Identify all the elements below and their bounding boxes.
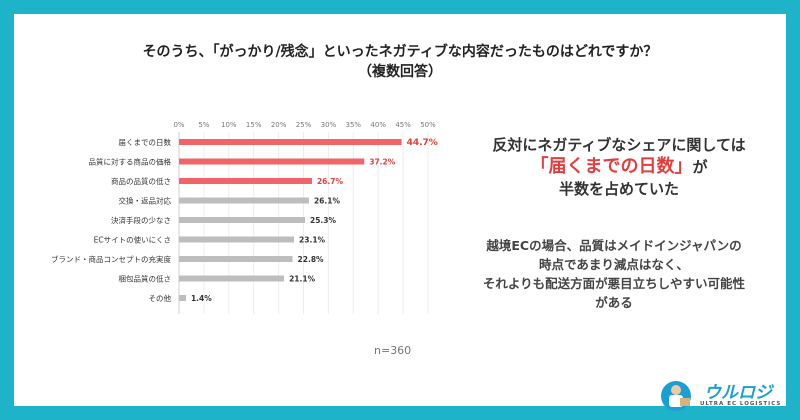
analysis-line-3: それよりも配送方面が悪目立ちしやすい可能性 [482, 276, 746, 291]
data-label: 44.7% [407, 138, 438, 148]
bar-chart: 0% 5% 10% 15% 20% 25% 30% 35% 40% 45% 50% 届くまでの日数 44… [51, 121, 438, 314]
bar [179, 197, 309, 204]
x-tick-label: 0% [173, 121, 184, 129]
x-tick-label: 35% [346, 121, 362, 129]
category-label: 届くまでの日数 [119, 137, 172, 147]
category-label: 交換・返品対応 [119, 196, 172, 206]
category-label: その他 [149, 293, 172, 303]
bar [179, 158, 365, 165]
category-label: ECサイトの使いにくさ [94, 235, 171, 245]
logo-wordmark: ウルロジ [704, 383, 772, 403]
bar [179, 178, 312, 184]
key-finding-line-1: 反対にネガティブなシェアに関しては [492, 136, 746, 154]
sample-size: n=360 [374, 344, 412, 357]
analysis-line-4: がある [595, 295, 633, 310]
x-tick-label: 15% [246, 121, 262, 129]
category-label: 決済手段の少なさ [111, 215, 171, 225]
analysis-line-2: 時点であまり減点はなく、 [539, 257, 689, 272]
x-tick-label: 50% [420, 121, 436, 129]
x-tick-label: 20% [271, 121, 287, 129]
category-label: 品質に対する商品の価格 [89, 157, 172, 167]
x-tick-label: 25% [296, 121, 312, 129]
bar [179, 139, 402, 145]
analysis-line-1: 越境ECの場合、品質はメイドインジャパンの [486, 238, 742, 253]
bar [179, 236, 295, 243]
category-label: 梱包品質の低さ [119, 274, 172, 284]
key-finding-line-2: 「届くまでの日数」が [454, 156, 784, 178]
title-line-1: そのうち、「がっかり/残念」といったネガティブな内容だったものはどれですか？ [142, 44, 658, 60]
title-line-2: （複数回答） [358, 64, 442, 80]
ultra-logo-mascot-icon [661, 381, 691, 411]
data-label: 21.1% [289, 275, 316, 284]
x-tick-label: 30% [321, 121, 337, 129]
key-finding-suffix: が [692, 158, 708, 176]
key-finding: 反対にネガティブなシェアに関しては 「届くまでの日数」が 半数を占めていた [454, 134, 784, 200]
x-tick-label: 45% [395, 121, 411, 129]
bar [179, 256, 293, 262]
data-label: 26.1% [314, 197, 341, 206]
x-tick-label: 5% [198, 121, 209, 129]
data-label: 26.7% [317, 177, 344, 186]
x-tick-label: 10% [221, 121, 237, 129]
data-label: 23.1% [299, 236, 326, 245]
data-label: 22.8% [298, 255, 325, 264]
bar [179, 217, 305, 223]
analysis-note: 越境ECの場合、品質はメイドインジャパンの 時点であまり減点はなく、 それよりも… [444, 236, 784, 312]
x-tick-label: 40% [370, 121, 386, 129]
content-panel: そのうち、「がっかり/残念」といったネガティブな内容だったものはどれですか？ （… [14, 14, 786, 411]
data-label: 37.2% [369, 158, 396, 167]
category-label: ブランド・商品コンセプトの充実度 [51, 254, 171, 264]
bar [179, 295, 186, 301]
data-label: 1.4% [191, 294, 212, 303]
chart-title: そのうち、「がっかり/残念」といったネガティブな内容だったものはどれですか？ （… [14, 42, 786, 82]
key-finding-highlight: 「届くまでの日数」 [530, 156, 693, 177]
key-finding-line-3: 半数を占めていた [558, 180, 679, 198]
logo-subtext: ULTRA EC LOGISTICS [700, 401, 782, 407]
category-label: 商品の品質の低さ [111, 176, 171, 186]
bar [179, 275, 285, 282]
data-label: 25.3% [310, 216, 337, 225]
